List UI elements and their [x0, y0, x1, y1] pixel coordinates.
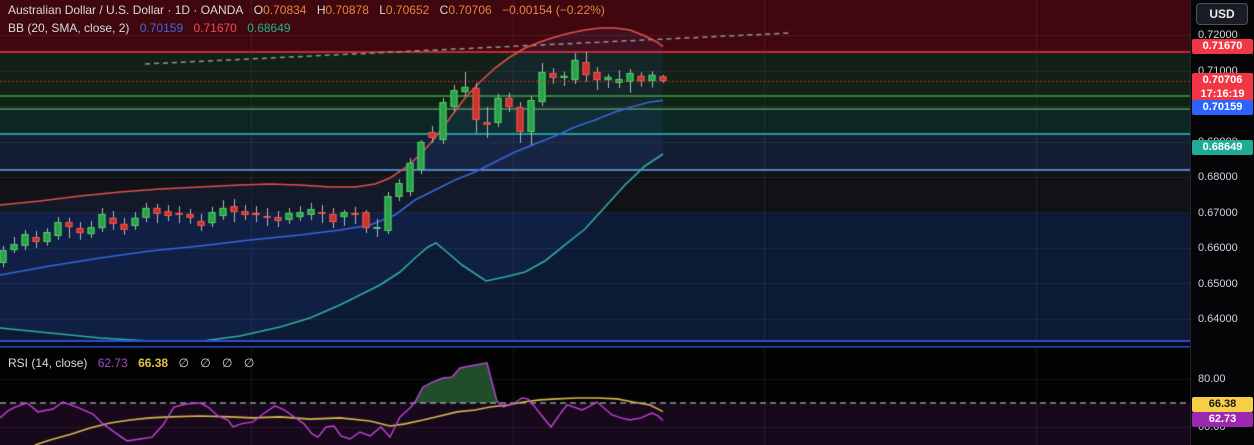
bb-legend-label[interactable]: BB (20, SMA, close, 2): [8, 21, 130, 35]
close-label: C: [439, 3, 449, 17]
price-axis-label: 0.68000: [1198, 171, 1238, 183]
low-label: L: [379, 3, 386, 17]
price-axis-label: 0.64000: [1198, 313, 1238, 325]
open-value: 0.70834: [263, 3, 307, 17]
currency-button[interactable]: USD: [1196, 3, 1248, 25]
bb-lower-value: 0.68649: [247, 21, 291, 35]
price-badge: 0.70706 17:16:19: [1192, 72, 1253, 102]
close-value: 0.70706: [448, 3, 492, 17]
bb-legend: BB (20, SMA, close, 2) 0.70159 0.71670 0…: [8, 21, 291, 35]
price-axis-label: 0.65000: [1198, 277, 1238, 290]
rsi-badge: 62.73: [1192, 412, 1253, 428]
bar-countdown: 17:16:19: [1200, 87, 1245, 100]
symbol-title[interactable]: Australian Dollar / U.S. Dollar · 1D · O…: [8, 3, 244, 17]
rsi-legend-label[interactable]: RSI (14, close): [8, 356, 88, 370]
high-value: 0.70878: [325, 3, 369, 17]
open-label: O: [253, 3, 264, 17]
low-value: 0.70652: [385, 3, 430, 17]
price-axis-label: 0.67000: [1198, 206, 1238, 219]
price-badge: 0.70159: [1192, 100, 1253, 116]
price-axis[interactable]: USD 0.720000.710000.690000.680000.670000…: [1190, 0, 1254, 445]
bb-basis-value: 0.70159: [139, 21, 184, 35]
rsi-hidden-values: ∅ ∅ ∅ ∅: [178, 356, 259, 370]
price-badge: 0.68649: [1192, 139, 1253, 155]
change-value: −0.00154 (−0.22%): [502, 3, 605, 17]
price-badge: 0.71670: [1192, 38, 1253, 54]
price-axis-label: 0.72000: [1198, 29, 1238, 41]
rsi-axis-label: 80.00: [1198, 373, 1226, 385]
price-axis-label: 0.66000: [1198, 242, 1238, 254]
bb-upper-value: 0.71670: [193, 21, 237, 35]
rsi-badge: 66.38: [1192, 396, 1253, 412]
rsi-legend: RSI (14, close) 62.73 66.38 ∅ ∅ ∅ ∅: [8, 356, 258, 370]
high-label: H: [316, 3, 326, 17]
rsi-ma-value: 66.38: [138, 356, 169, 370]
symbol-header: Australian Dollar / U.S. Dollar · 1D · O…: [8, 3, 605, 17]
rsi-value: 62.73: [97, 356, 128, 370]
